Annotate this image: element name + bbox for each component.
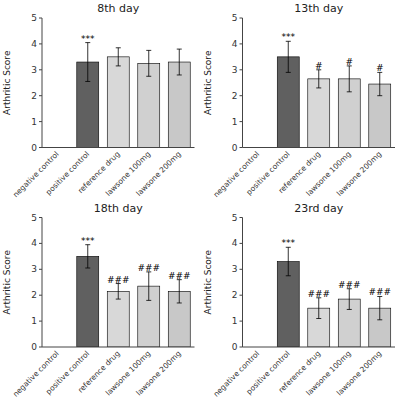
y-tick-label: 2 [31,290,37,300]
annotation: # [345,57,353,67]
y-axis-label: Arthritic Score [203,250,213,315]
plot-area [57,43,190,148]
error-bar [177,280,182,303]
error-bar [85,43,90,82]
title: 8th day [97,2,140,15]
error-bar [85,245,90,268]
annotation: # [315,61,323,71]
annotation: ### [107,275,130,285]
panel: 18th dayArthritic Score012345negative co… [2,202,195,399]
annotation: ### [307,289,330,299]
y-tick-label: 4 [31,238,37,248]
annotation: *** [282,238,296,248]
y-tick-label: 0 [232,143,238,153]
annotation: *** [81,236,95,246]
error-bar [347,66,352,92]
y-tick-label: 4 [232,238,238,248]
y-tick-label: 3 [31,65,37,75]
x-tick-label: lawsone 200mg [335,349,384,398]
y-tick-label: 1 [232,316,238,326]
error-bar [316,298,321,319]
figure: 8th dayArthritic Score012345negative con… [0,0,401,399]
title: 13th day [294,2,344,15]
bar [107,291,129,347]
error-bar [146,50,151,76]
y-tick-label: 0 [31,342,37,352]
y-axis-label: Arthritic Score [2,250,12,315]
y-tick-label: 3 [232,264,238,274]
x-tick-label: lawsone 200mg [335,149,384,198]
y-tick-label: 3 [31,264,37,274]
y-tick-label: 1 [232,117,238,127]
y-axis-label: Arthritic Score [203,50,213,115]
error-bar [116,48,121,66]
title: 23rd day [294,202,344,215]
y-axis-label: Arthritic Score [2,50,12,115]
y-tick-label: 5 [31,13,37,23]
error-bar [177,49,182,75]
y-tick-label: 4 [232,39,238,49]
y-axis [42,218,43,348]
x-tick-label: lawsone 200mg [134,149,183,198]
error-bar [286,41,291,72]
plot-area [258,41,391,147]
error-bar [377,296,382,319]
annotation: ### [338,280,361,290]
y-tick-label: 2 [31,91,37,101]
plot-area [258,247,391,347]
y-tick-label: 2 [232,290,238,300]
x-axis [243,147,396,148]
y-tick-label: 0 [232,342,238,352]
y-tick-label: 4 [31,39,37,49]
bar [107,57,129,148]
error-bar [146,272,151,300]
error-bar [116,284,121,300]
panel: 13th dayArthritic Score012345negative co… [203,2,396,199]
bar [308,79,330,148]
chart-container: 8th dayArthritic Score012345negative con… [0,0,401,399]
x-axis [42,147,195,148]
x-axis [243,347,396,348]
annotation: ### [137,263,160,273]
y-tick-label: 1 [31,117,37,127]
y-tick-label: 1 [31,316,37,326]
error-bar [377,72,382,95]
panel: 8th dayArthritic Score012345negative con… [2,2,195,199]
y-tick-label: 2 [232,91,238,101]
y-tick-label: 3 [232,65,238,75]
title: 18th day [94,202,144,215]
y-tick-label: 5 [31,213,37,223]
y-tick-label: 0 [31,143,37,153]
y-tick-label: 5 [232,213,238,223]
y-axis [42,18,43,148]
annotation: *** [81,34,95,44]
annotation: ### [368,287,391,297]
x-axis [42,347,195,348]
annotation: # [376,63,384,73]
y-tick-label: 5 [232,13,238,23]
annotation: ### [168,271,191,281]
y-axis [242,218,243,348]
panel: 23rd dayArthritic Score012345negative co… [203,202,396,399]
x-tick-label: lawsone 200mg [134,349,183,398]
y-axis [242,18,243,148]
error-bar [286,247,291,275]
error-bar [347,289,352,310]
plot-area [57,245,190,347]
error-bar [316,70,321,88]
annotation: *** [282,32,296,42]
bar [77,256,99,347]
